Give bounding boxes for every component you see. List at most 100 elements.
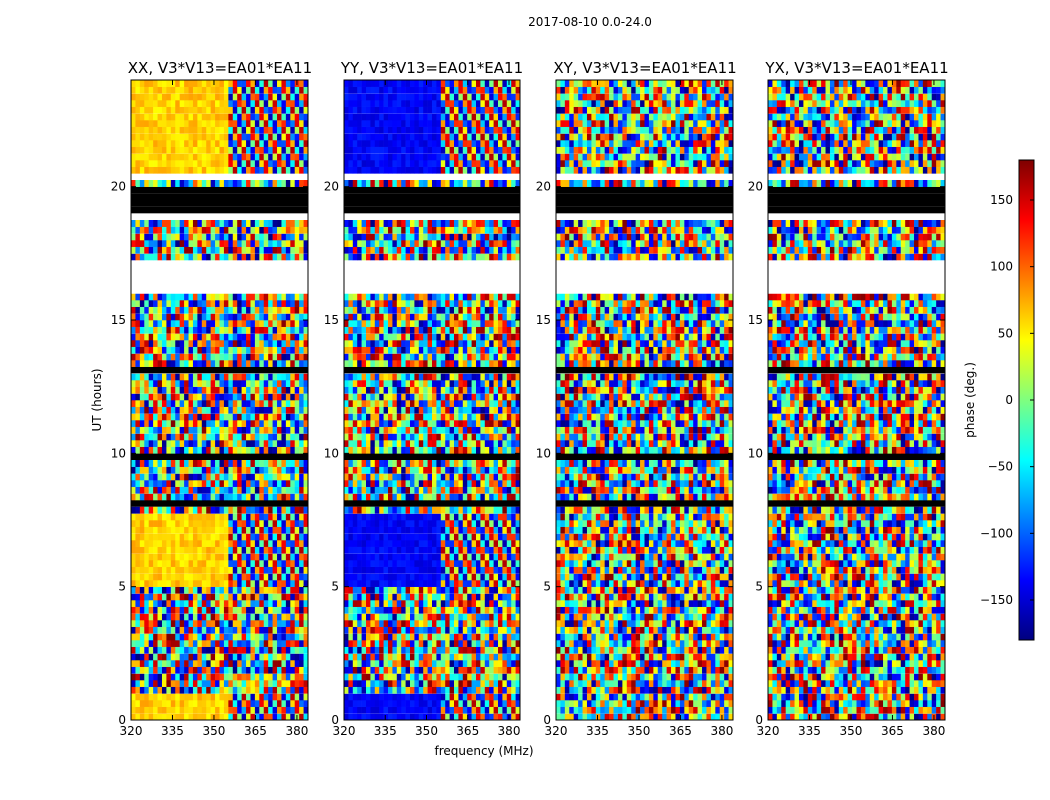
heatmap-cell xyxy=(201,106,207,114)
heatmap-cell xyxy=(268,480,273,487)
heatmap-cell xyxy=(148,560,154,567)
heatmap-cell xyxy=(352,706,358,714)
heatmap-cell xyxy=(290,646,296,654)
heatmap-cell xyxy=(263,493,269,501)
heatmap-cell xyxy=(476,593,481,601)
heatmap-cell xyxy=(379,640,384,647)
heatmap-cell xyxy=(493,573,499,581)
heatmap-cell xyxy=(277,613,282,621)
heatmap-cell xyxy=(506,653,512,661)
heatmap-cell xyxy=(206,513,211,521)
heatmap-cell xyxy=(272,393,278,401)
heatmap-cell xyxy=(210,360,216,367)
heatmap-cell xyxy=(268,540,273,547)
heatmap-cell xyxy=(361,680,367,687)
heatmap-cell xyxy=(210,486,216,494)
heatmap-cell xyxy=(348,473,354,481)
heatmap-cell xyxy=(232,80,238,87)
heatmap-cell xyxy=(259,513,265,521)
heatmap-cell xyxy=(357,433,362,441)
heatmap-cell xyxy=(157,306,163,314)
heatmap-cell xyxy=(392,606,398,614)
heatmap-cell xyxy=(237,100,242,107)
heatmap-cell xyxy=(254,693,260,701)
heatmap-cell xyxy=(201,646,207,654)
heatmap-cell xyxy=(139,400,145,407)
heatmap-cell xyxy=(303,226,309,234)
heatmap-cell xyxy=(201,420,207,427)
heatmap-cell xyxy=(281,433,287,441)
heatmap-cell xyxy=(263,126,269,134)
heatmap-cell xyxy=(175,360,180,367)
heatmap-cell xyxy=(197,133,203,141)
heatmap-cell xyxy=(175,473,180,481)
heatmap-cell xyxy=(139,226,145,234)
heatmap-cell xyxy=(188,700,194,707)
heatmap-cell xyxy=(197,380,203,387)
heatmap-cell xyxy=(179,633,185,641)
heatmap-cell xyxy=(228,506,234,514)
heatmap-cell xyxy=(157,706,163,714)
heatmap-cell xyxy=(436,713,442,721)
heatmap-cell xyxy=(210,553,216,561)
heatmap-cell xyxy=(188,473,194,481)
heatmap-cell xyxy=(192,480,198,487)
heatmap-cell xyxy=(272,493,278,501)
heatmap-cell xyxy=(153,113,158,121)
heatmap-cell xyxy=(144,620,149,627)
heatmap-cell xyxy=(445,666,450,674)
heatmap-cell xyxy=(294,580,300,587)
heatmap-cell xyxy=(374,626,380,634)
heatmap-cell xyxy=(436,573,442,581)
heatmap-cell xyxy=(246,353,251,361)
heatmap-cell xyxy=(370,446,376,454)
heatmap-cell xyxy=(379,580,384,587)
heatmap-cell xyxy=(290,480,296,487)
heatmap-cell xyxy=(370,600,376,607)
heatmap-cell xyxy=(277,86,282,94)
heatmap-cell xyxy=(170,593,176,601)
heatmap-cell xyxy=(206,326,211,334)
heatmap-cell xyxy=(254,566,260,574)
heatmap-cell xyxy=(352,620,358,627)
heatmap-cell xyxy=(175,713,180,721)
heatmap-cell xyxy=(206,406,211,414)
heatmap-cell xyxy=(272,626,278,634)
heatmap-cell xyxy=(303,640,309,647)
heatmap-cell xyxy=(445,573,450,581)
heatmap-cell xyxy=(206,380,211,387)
heatmap-cell xyxy=(476,666,481,674)
heatmap-cell xyxy=(281,533,287,541)
heatmap-cell xyxy=(374,533,380,541)
heatmap-cell xyxy=(281,493,287,501)
heatmap-cell xyxy=(232,146,238,154)
heatmap-cell xyxy=(506,446,512,454)
heatmap-cell xyxy=(370,706,376,714)
heatmap-cell xyxy=(170,553,176,561)
heatmap-cell xyxy=(268,86,273,94)
heatmap-cell xyxy=(215,620,220,627)
heatmap-cell xyxy=(423,640,428,647)
heatmap-cell xyxy=(215,246,220,254)
heatmap-cell xyxy=(241,353,247,361)
heatmap-cell xyxy=(281,626,287,634)
heatmap-cell xyxy=(396,546,402,554)
heatmap-cell xyxy=(223,86,229,94)
heatmap-cell xyxy=(268,393,273,401)
heatmap-cell xyxy=(246,506,251,514)
heatmap-cell xyxy=(423,613,428,621)
heatmap-cell xyxy=(476,480,481,487)
heatmap-cell xyxy=(515,646,521,654)
heatmap-cell xyxy=(241,86,247,94)
heatmap-cell xyxy=(223,300,229,307)
heatmap-cell xyxy=(277,533,282,541)
heatmap-cell xyxy=(254,380,260,387)
heatmap-cell xyxy=(498,473,503,481)
heatmap-cell xyxy=(272,686,278,694)
heatmap-cell xyxy=(254,606,260,614)
heatmap-cell xyxy=(285,493,291,501)
heatmap-cell xyxy=(285,506,291,514)
heatmap-cell xyxy=(210,526,216,534)
heatmap-cell xyxy=(445,580,450,587)
heatmap-cell xyxy=(246,586,251,594)
